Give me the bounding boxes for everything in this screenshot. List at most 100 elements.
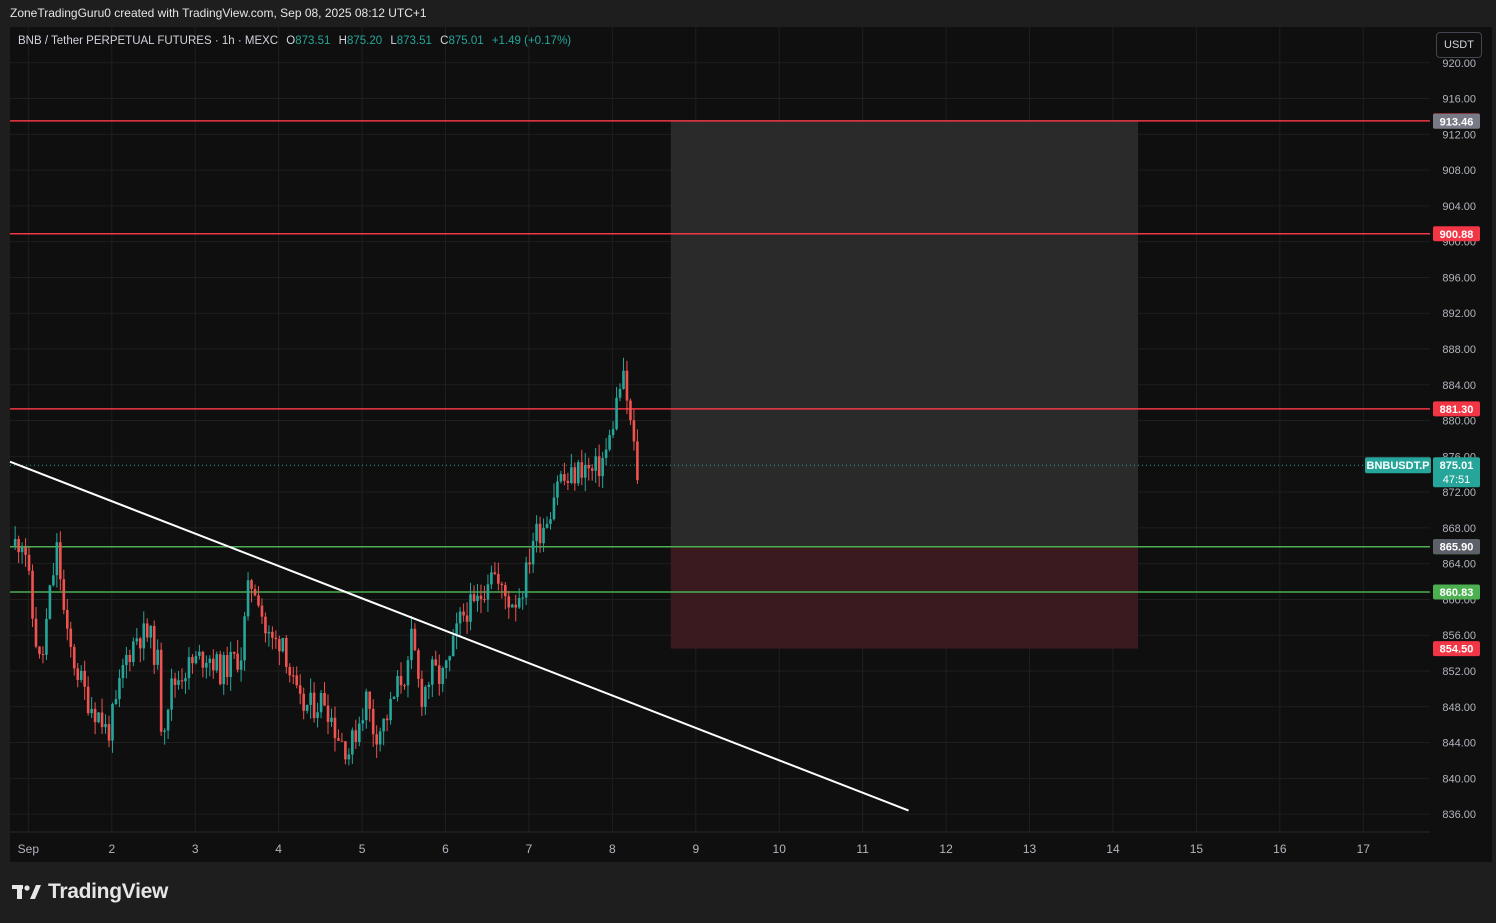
candle-up bbox=[535, 523, 538, 541]
candle-up bbox=[351, 730, 354, 755]
stop-price-tag-bg bbox=[1433, 641, 1480, 657]
candle-up bbox=[52, 575, 55, 586]
candle-down bbox=[413, 628, 417, 651]
resistance-price-tag: 900.88 bbox=[1440, 229, 1474, 241]
candle-up bbox=[396, 676, 399, 697]
candle-up bbox=[424, 686, 427, 707]
candle-down bbox=[288, 666, 292, 676]
candle-down bbox=[211, 658, 215, 671]
candle-down bbox=[72, 646, 76, 669]
y-tick-label: 864.00 bbox=[1442, 559, 1476, 571]
tradingview-branding[interactable]: TradingView bbox=[12, 880, 168, 904]
target-zone bbox=[670, 121, 1138, 547]
close-value: 875.01 bbox=[448, 35, 484, 47]
y-tick-label: 908.00 bbox=[1442, 165, 1476, 177]
candle-down bbox=[264, 616, 267, 634]
candle-down bbox=[257, 595, 260, 606]
x-tick-label: 12 bbox=[939, 842, 953, 856]
candle-up bbox=[570, 467, 573, 483]
entry-price-tag-bg bbox=[1433, 539, 1480, 555]
candle-down bbox=[333, 717, 337, 739]
candles bbox=[13, 357, 639, 766]
candle-down bbox=[34, 618, 38, 647]
candle-up bbox=[392, 696, 396, 699]
candle-down bbox=[326, 705, 330, 722]
x-tick-label: 13 bbox=[1023, 842, 1037, 856]
candle-down bbox=[41, 654, 45, 656]
candle-up bbox=[177, 680, 180, 685]
candle-down bbox=[323, 692, 326, 706]
candle-up bbox=[48, 585, 52, 619]
y-tick-label: 892.00 bbox=[1442, 308, 1476, 320]
y-tick-label: 840.00 bbox=[1442, 773, 1476, 785]
y-tick-label: 884.00 bbox=[1442, 380, 1476, 392]
x-tick-label: 7 bbox=[526, 842, 533, 856]
x-tick-label: Sep bbox=[18, 842, 40, 856]
candle-down bbox=[295, 675, 299, 686]
x-tick-label: 15 bbox=[1190, 842, 1204, 856]
candle-up bbox=[448, 656, 451, 661]
candle-down bbox=[385, 718, 389, 721]
candle-up bbox=[545, 523, 549, 528]
candle-down bbox=[597, 456, 601, 477]
candle-down bbox=[479, 595, 483, 600]
candle-down bbox=[274, 637, 278, 640]
candle-down bbox=[291, 675, 295, 677]
candle-up bbox=[410, 628, 413, 661]
candle-down bbox=[465, 615, 469, 622]
price-axis: 920.00916.00912.00908.00904.00900.00896.… bbox=[1442, 58, 1476, 821]
candle-up bbox=[184, 678, 187, 682]
candle-down bbox=[145, 623, 149, 638]
currency-button[interactable]: USDT bbox=[1436, 32, 1482, 58]
candle-up bbox=[427, 684, 431, 687]
candle-up bbox=[246, 580, 250, 617]
candle-down bbox=[27, 554, 31, 571]
candle-up bbox=[243, 616, 246, 661]
candle-up bbox=[611, 429, 615, 436]
candle-down bbox=[312, 692, 316, 719]
candle-down bbox=[354, 730, 358, 742]
downtrend-line bbox=[9, 460, 909, 812]
brand-name: TradingView bbox=[48, 880, 169, 903]
candle-down bbox=[69, 628, 73, 647]
candle-up bbox=[524, 562, 528, 598]
symbol-title[interactable]: BNB / Tether PERPETUAL FUTURES · 1h · ME… bbox=[18, 35, 279, 47]
candle-up bbox=[458, 611, 462, 624]
symbol-tag: BNBUSDT.P bbox=[1367, 460, 1430, 472]
candle-up bbox=[125, 654, 128, 666]
candle-down bbox=[260, 605, 264, 617]
candle-down bbox=[420, 678, 424, 707]
resistance-price-tag-bg bbox=[1433, 401, 1480, 417]
candle-down bbox=[86, 686, 90, 714]
x-tick-label: 8 bbox=[609, 842, 616, 856]
candle-up bbox=[364, 691, 368, 721]
candle-down bbox=[434, 659, 438, 666]
candle-up bbox=[469, 594, 472, 622]
candle-down bbox=[38, 646, 41, 655]
candle-down bbox=[629, 400, 632, 421]
y-tick-label: 916.00 bbox=[1442, 94, 1476, 106]
candle-down bbox=[500, 583, 504, 586]
candle-down bbox=[580, 462, 584, 478]
candle-up bbox=[361, 720, 365, 724]
candle-up bbox=[490, 572, 493, 585]
candle-down bbox=[573, 467, 577, 484]
candle-down bbox=[375, 734, 378, 745]
x-tick-label: 2 bbox=[108, 842, 115, 856]
x-tick-label: 9 bbox=[692, 842, 699, 856]
candle-up bbox=[205, 662, 208, 668]
y-tick-label: 896.00 bbox=[1442, 272, 1476, 284]
candle-up bbox=[97, 712, 100, 723]
open-label: O bbox=[286, 35, 296, 47]
candle-down bbox=[493, 572, 497, 575]
candle-down bbox=[340, 740, 344, 742]
candle-down bbox=[437, 665, 441, 685]
low-value: 873.51 bbox=[396, 35, 432, 47]
ohlc-legend: BNB / Tether PERPETUAL FUTURES · 1h · ME… bbox=[18, 35, 571, 47]
y-tick-label: 844.00 bbox=[1442, 738, 1476, 750]
target-price-tag-bg bbox=[1433, 113, 1480, 129]
candle-up bbox=[622, 370, 625, 389]
candle-down bbox=[31, 570, 34, 619]
candle-down bbox=[128, 654, 132, 663]
